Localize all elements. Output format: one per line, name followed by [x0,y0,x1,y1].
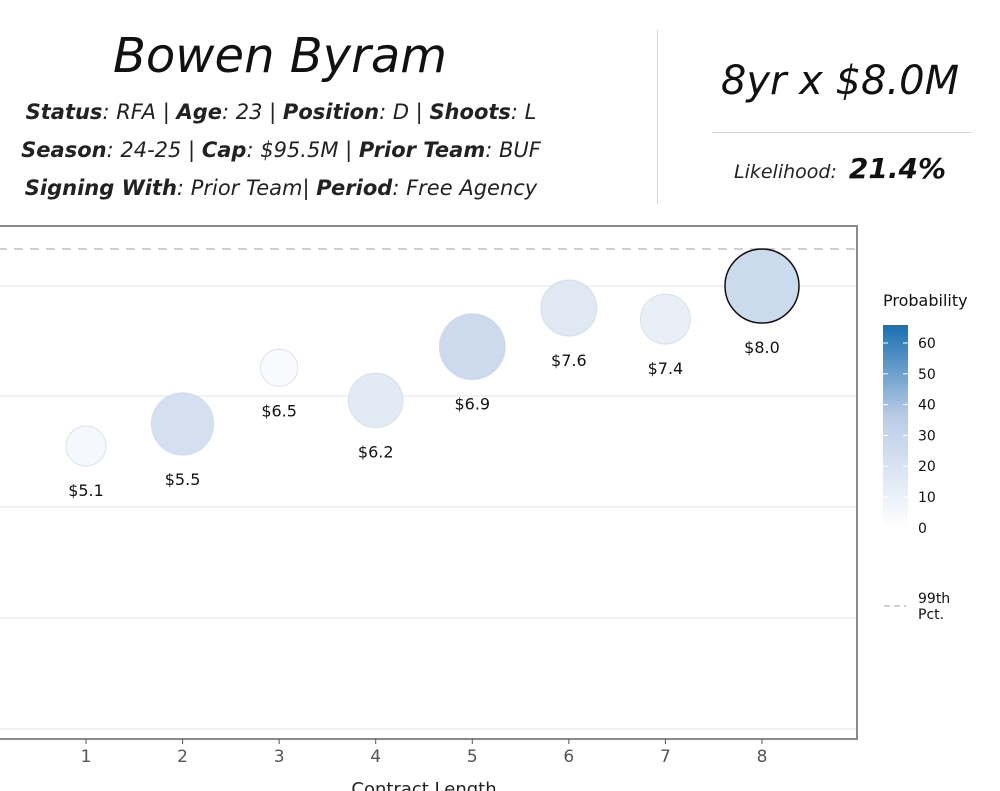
period-value: Free Agency [406,176,538,200]
bubble-point [724,248,800,324]
x-tick-label: 8 [757,747,768,767]
signing-label: Signing With [24,176,177,200]
info-line-status: Status: RFA | Age: 23 | Position: D | Sh… [25,100,537,124]
x-tick-label: 4 [370,747,381,767]
age-value: 23 [235,100,263,124]
x-tick-label: 5 [467,747,478,767]
value-label: $8.0 [744,338,780,357]
shoots-value: L [524,100,537,124]
x-tick-label: 6 [563,747,574,767]
prior-team-label: Prior Team [358,138,486,162]
legend-tick-label: 20 [918,459,936,475]
value-label: $6.9 [454,395,490,414]
cap-label: Cap [201,138,247,162]
signing-value: Prior Team [190,176,303,200]
x-tick-label: 1 [81,747,92,767]
prior-team-value: BUF [498,138,541,162]
legend-tick-label: 60 [918,336,936,352]
value-label: $5.1 [68,481,104,500]
bubble-point [259,348,299,387]
legend-tick-label: 10 [918,490,936,506]
position-value: D [392,100,409,124]
plot-border [0,225,858,740]
bubble-point [347,372,404,429]
bubble-point [438,313,506,381]
contract-summary: 8yr x $8.0M [720,58,960,104]
value-label: $6.5 [261,401,297,420]
legend-tick-label: 0 [918,521,927,537]
bubble-point [639,293,691,345]
bubble-point [150,392,215,456]
value-label: $6.2 [358,443,394,462]
legend-colorbar [883,325,908,528]
legend-reference-label: 99th [918,591,950,607]
value-label: $5.5 [165,470,201,489]
age-label: Age [176,100,222,124]
likelihood-value: 21.4% [848,152,946,185]
info-line-season: Season: 24-25 | Cap: $95.5M | Prior Team… [21,138,541,162]
summary-divider [712,132,972,133]
x-tick-label: 3 [274,747,285,767]
bubble-point [65,425,107,467]
header-divider [657,30,658,204]
bubble-point [540,279,598,337]
position-label: Position [282,100,380,124]
legend-title: Probability [883,291,968,310]
x-tick-label: 2 [177,747,188,767]
info-line-signing: Signing With: Prior Team| Period: Free A… [24,176,538,200]
legend-tick-label: 50 [918,367,936,383]
player-name: Bowen Byram [112,28,447,84]
status-label: Status [25,100,103,124]
likelihood-label: Likelihood: [733,161,837,183]
cap-value: $95.5M [260,138,339,162]
period-label: Period [316,176,393,200]
status-value: RFA [116,100,157,124]
shoots-label: Shoots [429,100,511,124]
legend-reference-label: Pct. [918,607,944,623]
x-tick-label: 7 [660,747,671,767]
legend-tick-label: 30 [918,428,936,444]
value-label: $7.4 [648,359,684,378]
plot-area: $5.1 $5.5 $6.5 $6.2 $6.9 $7.6 $7.4 $8.0 1 2 3 4 5 6 7 8 [0,225,858,767]
likelihood-row: Likelihood: 21.4% [700,152,980,185]
value-label: $7.6 [551,351,587,370]
season-value: 24-25 [120,138,182,162]
season-label: Season [21,138,107,162]
x-axis-title: Contract Length [351,779,496,791]
plot-panel [0,226,857,739]
legend-tick-label: 40 [918,398,936,414]
